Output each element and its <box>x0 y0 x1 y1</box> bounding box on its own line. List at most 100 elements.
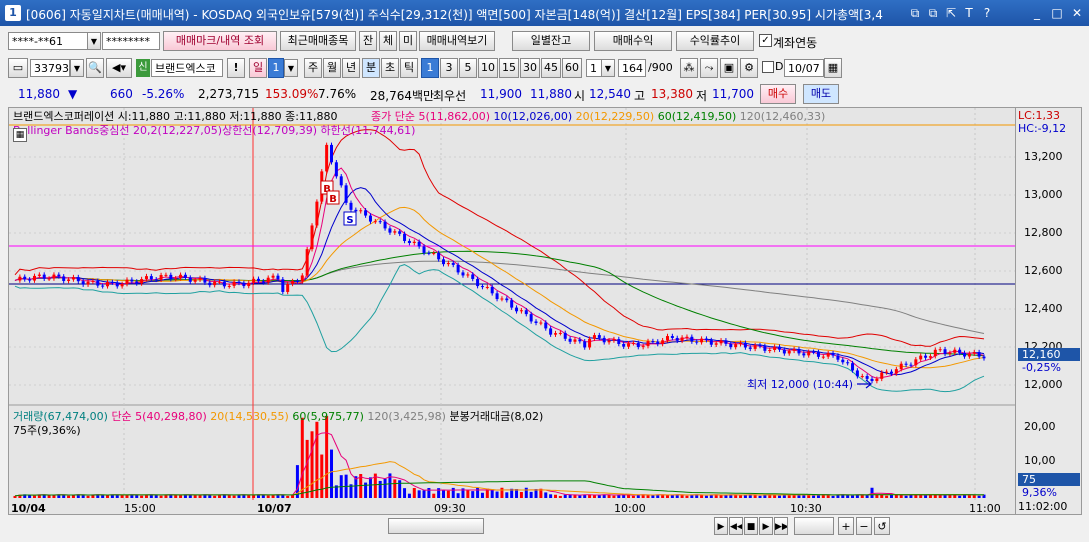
draw-tool-icon[interactable]: ⤳ <box>700 58 718 78</box>
filled-button[interactable]: 체 <box>379 31 397 51</box>
candle-body <box>446 262 450 265</box>
period-year-button[interactable]: 년 <box>342 58 360 78</box>
account-input[interactable]: ****-**61 <box>8 32 88 50</box>
interval-45-button[interactable]: 45 <box>541 58 561 78</box>
volume-bar <box>928 494 932 498</box>
date-input[interactable]: 10/07 <box>784 59 824 77</box>
grid-toggle-icon[interactable]: ▦ <box>13 128 27 142</box>
period-second-button[interactable]: 초 <box>381 58 399 78</box>
forward-icon[interactable]: ▶ <box>759 517 773 535</box>
trade-profit-button[interactable]: 매매수익 <box>594 31 672 51</box>
stock-code-dropdown-icon[interactable]: ▼ <box>70 59 84 77</box>
volume-bar <box>412 488 416 498</box>
interval-60-button[interactable]: 60 <box>562 58 582 78</box>
calendar-icon[interactable]: ▦ <box>824 58 842 78</box>
candle-body <box>680 337 684 341</box>
account-link-checkbox[interactable]: ✓ <box>759 34 772 47</box>
zoom-out-icon[interactable]: − <box>856 517 872 535</box>
candle-body <box>159 275 163 280</box>
stock-code-input[interactable]: 337930 <box>30 59 70 77</box>
sell-button[interactable]: 매도 <box>803 84 839 104</box>
zoom-bar[interactable] <box>794 517 834 535</box>
speaker-icon[interactable]: ◀▾ <box>106 58 132 78</box>
date-checkbox[interactable] <box>762 61 774 73</box>
candle-body <box>675 337 679 341</box>
candle-body <box>179 274 183 279</box>
scroll-thumb[interactable] <box>388 518 484 534</box>
period-dropdown-icon[interactable]: ▼ <box>284 59 298 77</box>
candle-body <box>661 340 665 345</box>
period-day-num[interactable]: 1 <box>268 58 284 78</box>
maximize-icon[interactable]: □ <box>1051 6 1063 20</box>
interval-select[interactable]: 1 <box>586 59 602 77</box>
stop-icon[interactable]: ■ <box>744 517 758 535</box>
period-month-button[interactable]: 월 <box>323 58 341 78</box>
volume-bar <box>495 491 499 498</box>
volume-bar <box>933 494 937 498</box>
period-day-button[interactable]: 일 <box>249 58 267 78</box>
period-week-button[interactable]: 주 <box>304 58 322 78</box>
candle-body <box>354 209 358 212</box>
trade-history-button[interactable]: 매매내역보기 <box>419 31 495 51</box>
rewind-icon[interactable]: ◀◀ <box>729 517 743 535</box>
interval-1-button[interactable]: 1 <box>421 58 439 78</box>
search-icon[interactable]: 🔍 <box>86 58 104 78</box>
balance-button[interactable]: 잔 <box>359 31 377 51</box>
volume-bar <box>120 495 124 498</box>
interval-10-button[interactable]: 10 <box>478 58 498 78</box>
period-minute-button[interactable]: 분 <box>362 58 380 78</box>
candle-body <box>407 240 411 243</box>
close-icon[interactable]: ✕ <box>1071 6 1083 20</box>
recent-trades-button[interactable]: 최근매매종목 <box>280 31 356 51</box>
interval-5-button[interactable]: 5 <box>459 58 477 78</box>
window-icon[interactable]: ▭ <box>8 58 28 78</box>
candle-body <box>96 280 100 286</box>
save-icon[interactable]: ▣ <box>720 58 738 78</box>
volume-bar <box>37 494 41 498</box>
trade-mark-button[interactable]: 매매마크/내역 조회 <box>163 31 277 51</box>
account-dropdown-icon[interactable]: ▼ <box>87 32 101 50</box>
candle-body <box>773 346 777 350</box>
volume-bar <box>875 494 879 498</box>
return-trend-button[interactable]: 수익률추이 <box>676 31 754 51</box>
link-icon[interactable]: ⧉ <box>910 6 920 20</box>
copy-icon[interactable]: ⧉ <box>928 6 938 20</box>
minimize-icon[interactable]: _ <box>1034 6 1040 20</box>
volume-bar <box>485 488 489 498</box>
candle-body <box>782 349 786 354</box>
unfilled-button[interactable]: 미 <box>399 31 417 51</box>
buy-button[interactable]: 매수 <box>760 84 796 104</box>
volume-bar <box>656 494 660 498</box>
high-label: 고 <box>634 89 646 103</box>
volume-bar <box>578 495 582 498</box>
interval-dropdown-icon[interactable]: ▼ <box>601 59 615 77</box>
volume-bar <box>32 495 36 498</box>
period-tick-button[interactable]: 틱 <box>400 58 418 78</box>
count-input[interactable]: 164 <box>618 59 646 77</box>
volume-bar <box>451 487 455 498</box>
fast-forward-icon[interactable]: ▶▶ <box>774 517 788 535</box>
interval-30-button[interactable]: 30 <box>520 58 540 78</box>
daily-balance-button[interactable]: 일별잔고 <box>512 31 590 51</box>
play-icon[interactable]: ▶ <box>714 517 728 535</box>
candle-body <box>393 231 397 233</box>
zoom-in-icon[interactable]: + <box>838 517 854 535</box>
indicator-icon[interactable]: ⁂ <box>680 58 698 78</box>
reset-zoom-icon[interactable]: ↺ <box>874 517 890 535</box>
scroll-bar[interactable]: ▶ ◀◀ ■ ▶ ▶▶ + − ↺ <box>8 515 1082 539</box>
interval-15-button[interactable]: 15 <box>499 58 519 78</box>
volume-bar <box>432 493 436 498</box>
volume-bar <box>889 494 893 498</box>
gear-icon[interactable]: ⚙ <box>740 58 758 78</box>
chart-area[interactable]: B B S 10/04 15:00 10/07 09:30 10:00 10:30 11:00 브… <box>8 107 1016 515</box>
volume-bar <box>320 454 324 498</box>
pin-icon[interactable]: ⇱ <box>945 6 957 20</box>
help-icon[interactable]: ? <box>983 6 991 20</box>
interval-3-button[interactable]: 3 <box>440 58 458 78</box>
volume-bar <box>154 494 158 498</box>
password-input[interactable]: ******** <box>102 32 160 50</box>
alert-icon[interactable]: ! <box>227 58 245 78</box>
font-icon[interactable]: T <box>965 6 973 20</box>
open-price: 12,540 <box>589 87 631 101</box>
